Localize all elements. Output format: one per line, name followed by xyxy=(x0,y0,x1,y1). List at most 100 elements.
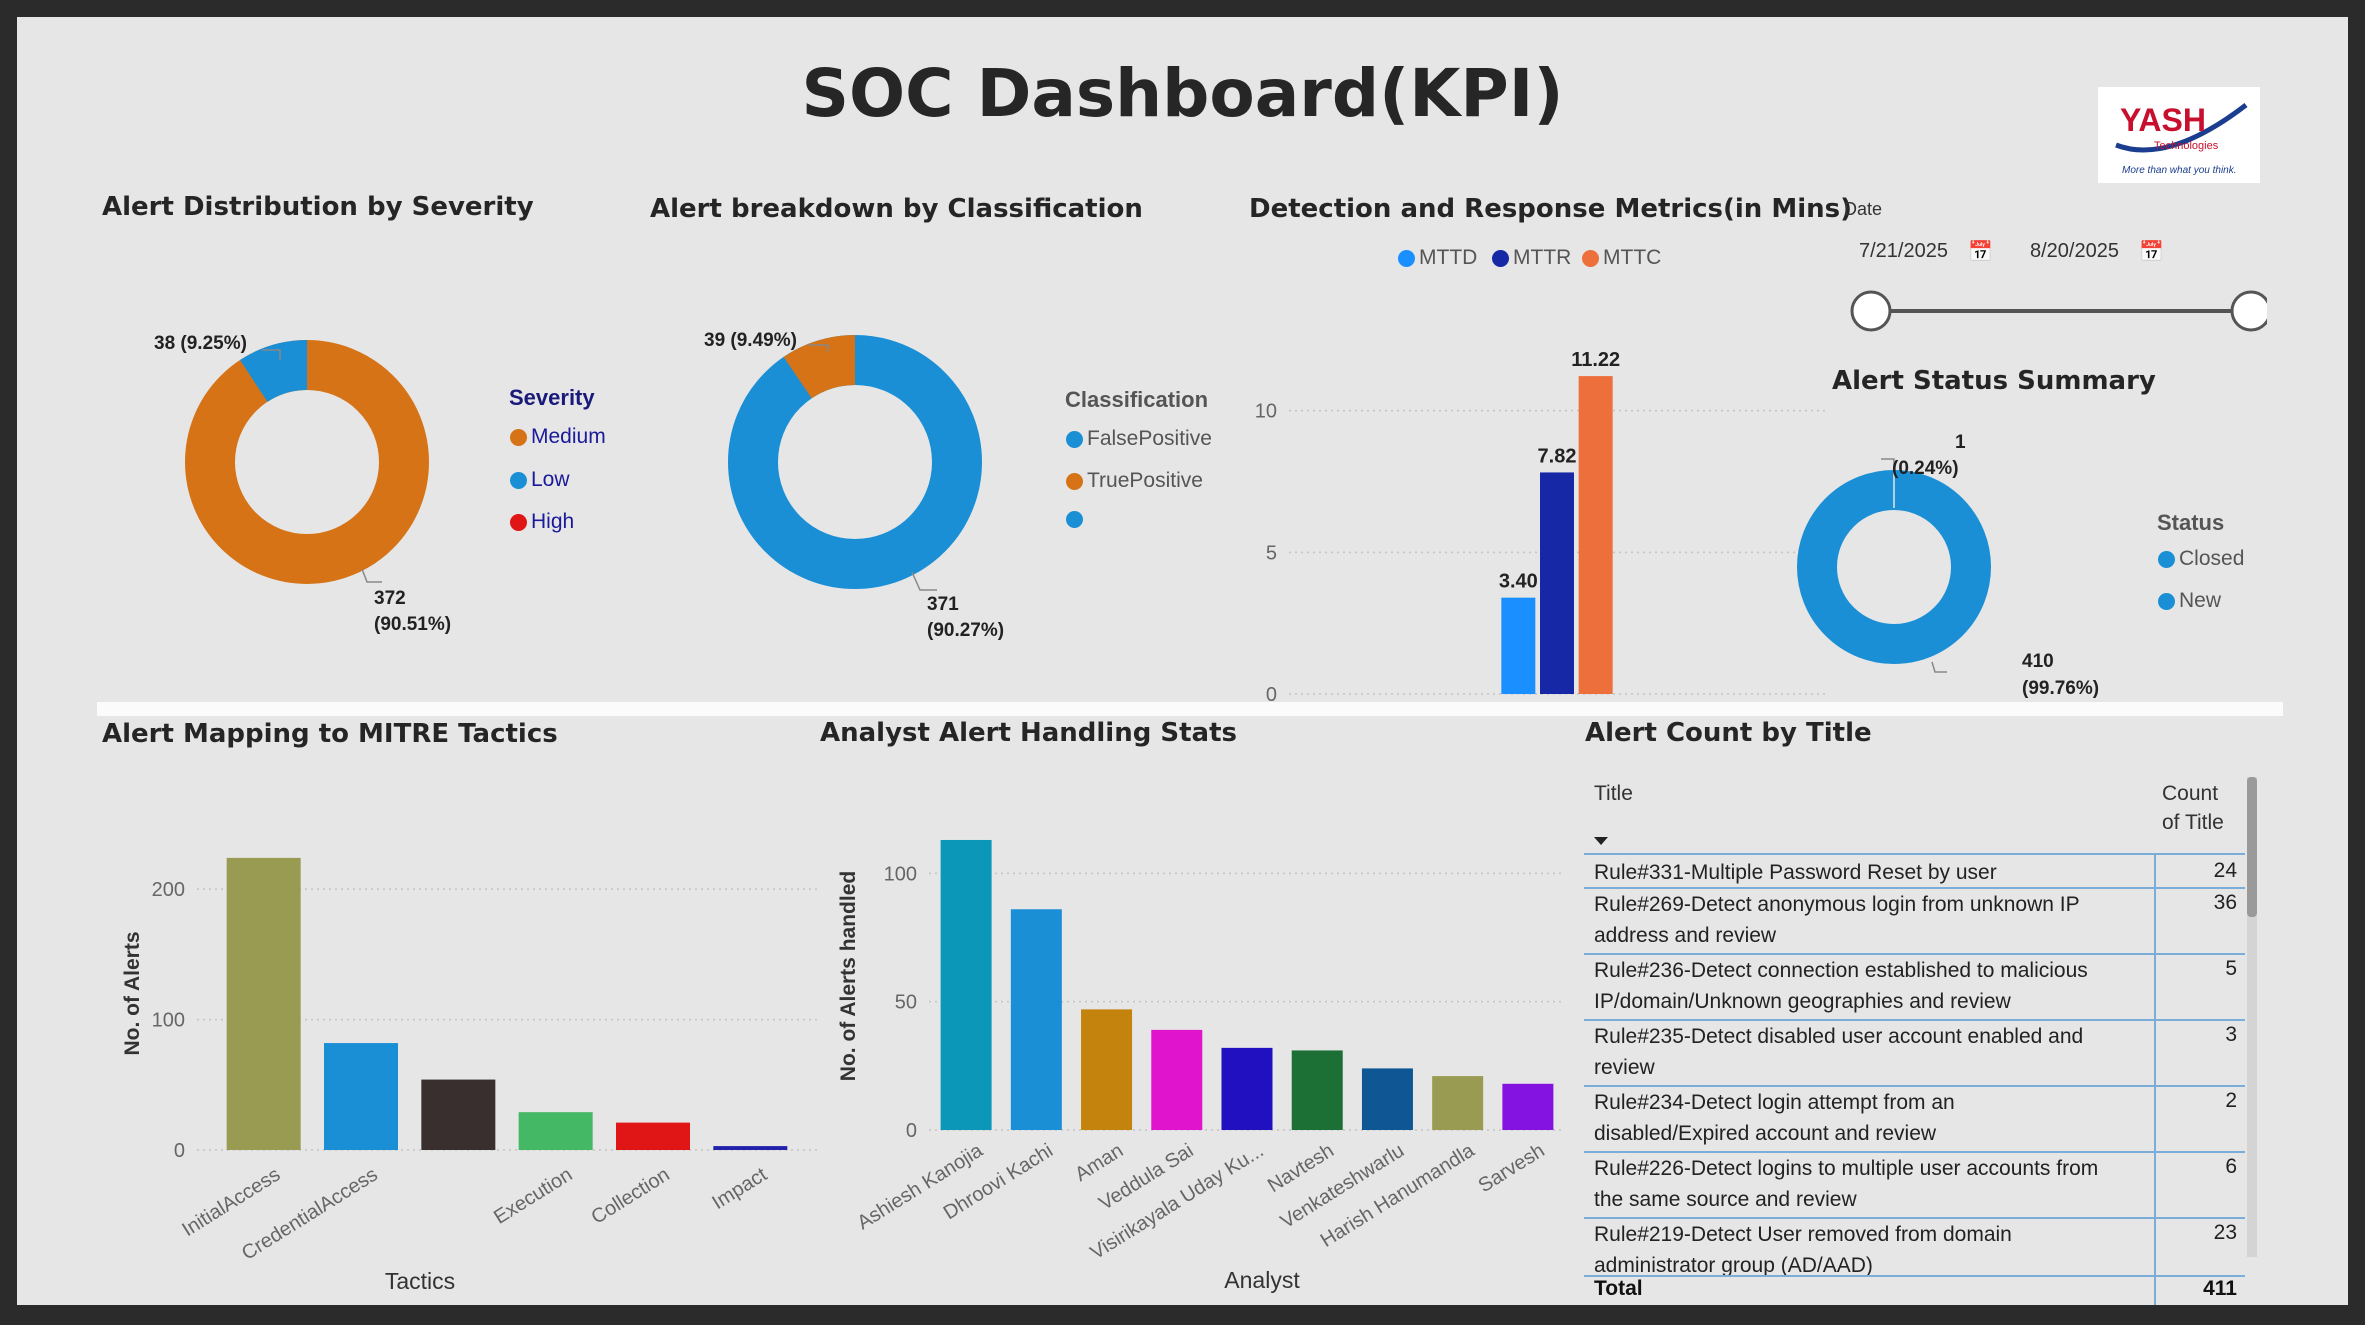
slider-start-handle[interactable] xyxy=(1850,290,1892,332)
data-label: 7.82 xyxy=(1538,445,1577,467)
status-slice-closed xyxy=(1797,470,1991,664)
table-row[interactable]: Rule#234-Detect login attempt from an dis… xyxy=(1584,1085,2245,1153)
bar[interactable] xyxy=(1578,376,1613,694)
metrics-chart-title: Detection and Response Metrics(in Mins) xyxy=(1249,194,1853,224)
legend-dot-icon xyxy=(510,428,527,446)
row-title: Rule#331-Multiple Password Reset by user xyxy=(1594,861,1997,884)
row-count: 6 xyxy=(2225,1155,2237,1178)
bar[interactable] xyxy=(1501,597,1536,694)
header-divider xyxy=(1584,853,2245,855)
table-row[interactable]: Rule#236-Detect connection established t… xyxy=(1584,953,2245,1021)
calendar-icon[interactable]: 📅 xyxy=(2138,241,2164,263)
status-legend-closed[interactable]: Closed xyxy=(2158,547,2244,571)
bar[interactable] xyxy=(226,857,301,1150)
table-row[interactable]: Rule#226-Detect logins to multiple user … xyxy=(1584,1151,2245,1219)
status-label-closed-pct: (99.76%) xyxy=(2022,678,2100,699)
yash-logo-icon: YASH Technologies More than what you thi… xyxy=(2115,102,2248,176)
severity-chart-title: Alert Distribution by Severity xyxy=(102,192,534,222)
metrics-legend-mttd[interactable]: MTTD xyxy=(1398,246,1477,270)
legend-dot-icon xyxy=(1066,511,1083,528)
table-scrollbar[interactable] xyxy=(2247,777,2257,1257)
legend-dot-icon xyxy=(2158,550,2175,568)
classification-chart-title: Alert breakdown by Classification xyxy=(650,194,1143,224)
row-title: Rule#234-Detect login attempt from an dis… xyxy=(1594,1091,1955,1145)
column-divider xyxy=(2154,853,2156,1305)
bar[interactable] xyxy=(1432,1076,1484,1130)
row-count: 2 xyxy=(2225,1089,2237,1112)
y-tick-label: 100 xyxy=(152,1010,185,1032)
status-legend-new[interactable]: New xyxy=(2158,589,2221,613)
legend-dot-icon xyxy=(1066,472,1083,490)
y-tick-label: 50 xyxy=(895,992,917,1014)
classification-legend-truepositive[interactable]: TruePositive xyxy=(1066,469,1203,493)
x-tick-label: Aman xyxy=(1071,1140,1127,1186)
bar[interactable] xyxy=(1010,909,1062,1130)
severity-legend-medium[interactable]: Medium xyxy=(510,425,606,449)
y-tick-label: 0 xyxy=(174,1140,185,1162)
calendar-icon[interactable]: 📅 xyxy=(1967,241,1993,263)
y-tick-label: 5 xyxy=(1266,542,1277,564)
bar[interactable] xyxy=(1502,1083,1554,1130)
column-header-title[interactable]: Title xyxy=(1594,782,1633,805)
date-end-field[interactable]: 8/20/2025 📅 xyxy=(2030,240,2164,263)
table-row[interactable]: Rule#235-Detect disabled user account en… xyxy=(1584,1019,2245,1087)
sort-desc-icon[interactable] xyxy=(1594,837,1608,845)
severity-legend-low[interactable]: Low xyxy=(510,468,570,492)
metrics-legend-mttc[interactable]: MTTC xyxy=(1582,246,1661,270)
severity-donut-chart xyxy=(185,340,429,584)
table-row[interactable]: Rule#331-Multiple Password Reset by user… xyxy=(1584,855,2245,889)
scrollbar-thumb[interactable] xyxy=(2247,777,2257,917)
y-tick-label: 200 xyxy=(152,879,185,901)
slider-end-handle[interactable] xyxy=(2230,290,2267,332)
analyst-chart-title: Analyst Alert Handling Stats xyxy=(820,718,1237,748)
classification-label-falsepositive-pct: (90.27%) xyxy=(927,620,1005,641)
status-label-closed-count: 410 xyxy=(2022,651,2054,672)
column-header-count-2: of Title xyxy=(2162,811,2224,834)
table-row[interactable]: Rule#219-Detect User removed from domain… xyxy=(1584,1217,2245,1277)
date-range-slider[interactable] xyxy=(1847,287,2267,337)
data-label: 3.40 xyxy=(1499,571,1538,593)
bar[interactable] xyxy=(940,839,992,1130)
bar[interactable] xyxy=(1151,1029,1203,1130)
bar[interactable] xyxy=(324,1043,398,1150)
status-label-new-pct: (0.24%) xyxy=(1892,458,1959,479)
svg-text:Technologies: Technologies xyxy=(2154,140,2219,152)
bar[interactable] xyxy=(1361,1068,1413,1130)
x-tick-label: Impact xyxy=(708,1163,771,1214)
column-header-count-1[interactable]: Count xyxy=(2162,782,2219,805)
bar[interactable] xyxy=(518,1112,593,1150)
y-tick-label: 0 xyxy=(1266,684,1277,706)
date-start-field[interactable]: 7/21/2025 📅 xyxy=(1859,240,1993,263)
severity-legend-title: Severity xyxy=(509,385,595,410)
classification-legend-falsepositive[interactable]: FalsePositive xyxy=(1066,427,1212,451)
table-row[interactable]: Rule#269-Detect anonymous login from unk… xyxy=(1584,887,2245,955)
classification-label-falsepositive-count: 371 xyxy=(927,594,959,615)
bar[interactable] xyxy=(1540,472,1574,694)
status-donut-chart xyxy=(1797,458,1991,673)
alert-title-table: Title Count of Title Rule#331-Multiple P… xyxy=(1584,757,2262,1305)
dashboard-canvas: SOC Dashboard(KPI) YASH Technologies Mor… xyxy=(17,17,2348,1305)
x-axis-label: Tactics xyxy=(385,1268,455,1294)
bar[interactable] xyxy=(713,1146,788,1150)
row-count: 3 xyxy=(2225,1023,2237,1046)
svg-text:YASH: YASH xyxy=(2120,102,2206,138)
row-title: Rule#236-Detect connection established t… xyxy=(1594,959,2088,1013)
data-label: 11.22 xyxy=(1571,349,1620,371)
bar[interactable] xyxy=(616,1122,690,1150)
classification-legend-blank[interactable] xyxy=(1066,511,1087,528)
row-title: Rule#269-Detect anonymous login from unk… xyxy=(1594,893,2080,947)
bar[interactable] xyxy=(1221,1047,1273,1130)
total-label: Total xyxy=(1594,1277,1643,1300)
legend-dot-icon xyxy=(2158,592,2175,610)
x-tick-label: Ashiesh Kanojia xyxy=(853,1139,987,1234)
bar[interactable] xyxy=(1081,1009,1133,1130)
section-divider xyxy=(97,702,2283,716)
bar[interactable] xyxy=(1291,1050,1343,1130)
status-legend-title: Status xyxy=(2157,510,2225,535)
metrics-legend-mttr[interactable]: MTTR xyxy=(1492,246,1571,270)
bar[interactable] xyxy=(421,1079,496,1150)
severity-label-medium-count: 372 xyxy=(374,588,406,609)
legend-dot-icon xyxy=(1398,249,1415,267)
severity-legend-high[interactable]: High xyxy=(510,510,574,534)
